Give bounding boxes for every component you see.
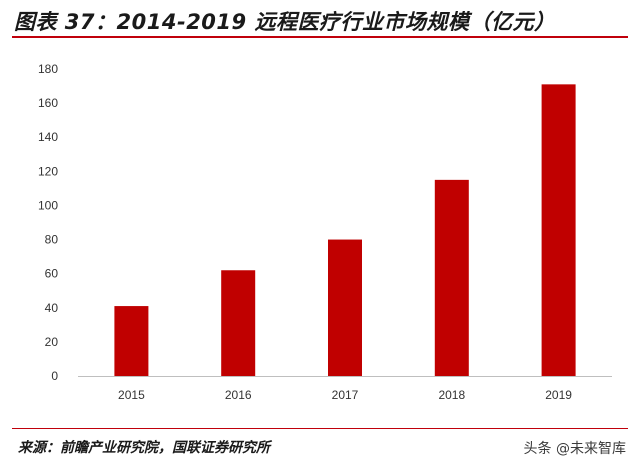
y-tick-label: 60 — [45, 267, 59, 281]
y-tick-label: 80 — [45, 233, 59, 247]
y-tick-label: 20 — [45, 335, 59, 349]
y-tick-label: 160 — [38, 96, 58, 110]
bar-2017 — [328, 239, 362, 376]
x-tick-label: 2017 — [332, 388, 359, 402]
title-divider — [12, 36, 628, 38]
bar-2019 — [541, 84, 576, 376]
x-tick-label: 2018 — [438, 388, 465, 402]
chart-title: 图表 37：2014-2019 远程医疗行业市场规模（亿元） — [14, 10, 556, 34]
y-tick-label: 180 — [38, 62, 58, 76]
y-tick-label: 0 — [51, 369, 58, 383]
y-tick-label: 120 — [38, 164, 58, 178]
y-tick-label: 40 — [45, 301, 59, 315]
y-tick-label: 100 — [38, 198, 58, 212]
bar-2015 — [114, 306, 149, 376]
bar-2018 — [434, 179, 469, 376]
watermark: 头条 @未来智库 — [523, 441, 626, 457]
bar-2016 — [221, 270, 256, 376]
source-divider — [12, 428, 628, 429]
source-note: 来源：前瞻产业研究院，国联证券研究所 — [18, 440, 270, 456]
x-tick-label: 2016 — [225, 388, 252, 402]
x-tick-label: 2015 — [118, 388, 145, 402]
y-tick-label: 140 — [38, 130, 58, 144]
x-tick-label: 2019 — [545, 388, 572, 402]
